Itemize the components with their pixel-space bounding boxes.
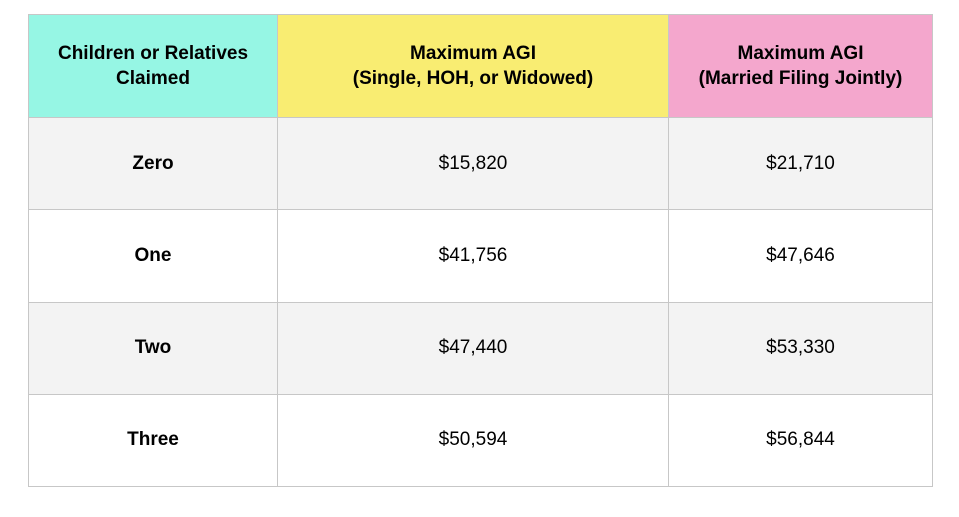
header-cell-children-claimed: Children or Relatives Claimed bbox=[28, 14, 278, 118]
row-label-cell: Two bbox=[28, 301, 278, 395]
table-row-three: Three $50,594 $56,844 bbox=[28, 393, 933, 488]
eitc-agi-limits-table: Children or Relatives Claimed Maximum AG… bbox=[28, 14, 933, 488]
married-agi-cell: $47,646 bbox=[668, 209, 933, 303]
single-agi-cell: $50,594 bbox=[277, 393, 669, 488]
table-row-one: One $41,756 $47,646 bbox=[28, 209, 933, 303]
header-row: Children or Relatives Claimed Maximum AG… bbox=[28, 14, 933, 118]
married-agi-cell: $56,844 bbox=[668, 393, 933, 488]
table-row-two: Two $47,440 $53,330 bbox=[28, 301, 933, 395]
married-agi-cell: $21,710 bbox=[668, 116, 933, 211]
header-cell-max-agi-married: Maximum AGI (Married Filing Jointly) bbox=[668, 14, 933, 118]
table-row-zero: Zero $15,820 $21,710 bbox=[28, 116, 933, 211]
single-agi-cell: $47,440 bbox=[277, 301, 669, 395]
header-line: (Married Filing Jointly) bbox=[698, 68, 903, 89]
header-line: (Single, HOH, or Widowed) bbox=[352, 68, 594, 89]
single-agi-cell: $41,756 bbox=[277, 209, 669, 303]
header-cell-max-agi-single: Maximum AGI (Single, HOH, or Widowed) bbox=[277, 14, 669, 118]
row-label-cell: Zero bbox=[28, 116, 278, 211]
row-label-cell: Three bbox=[28, 393, 278, 488]
header-line: Children or Relatives bbox=[57, 42, 249, 64]
row-label-cell: One bbox=[28, 209, 278, 303]
single-agi-cell: $15,820 bbox=[277, 116, 669, 211]
married-agi-cell: $53,330 bbox=[668, 301, 933, 395]
header-line: Claimed bbox=[116, 68, 190, 89]
header-line: Maximum AGI bbox=[737, 42, 864, 64]
header-line: Maximum AGI bbox=[410, 42, 536, 64]
